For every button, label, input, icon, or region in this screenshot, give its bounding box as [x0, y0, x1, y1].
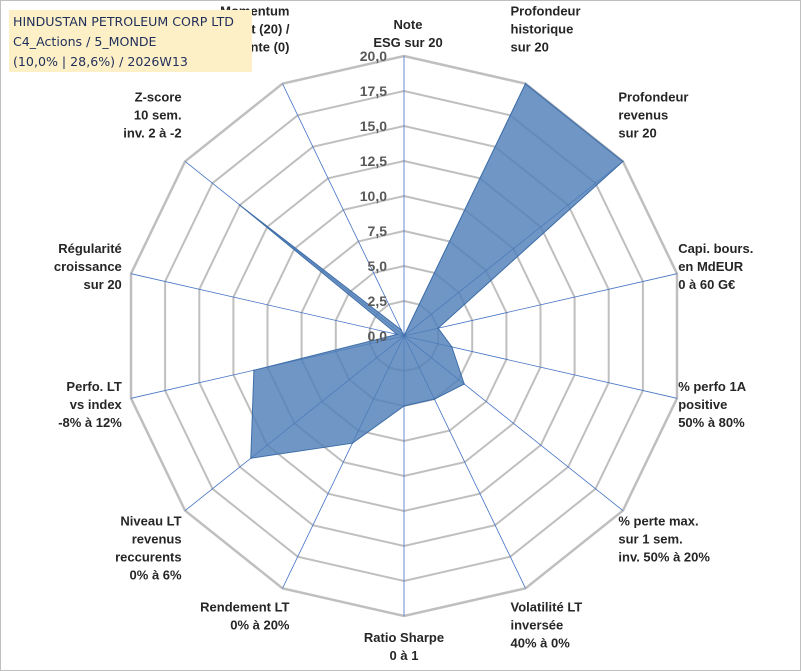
tick-label: 12,5	[360, 153, 387, 169]
axis-label-8: Rendement LT 0% à 20%	[200, 599, 290, 632]
data-point-1	[524, 82, 527, 85]
data-point-12	[239, 204, 241, 206]
data-point-6	[433, 398, 436, 400]
tick-label: 10,0	[360, 188, 387, 204]
data-point-2	[622, 160, 624, 163]
spoke-3	[403, 273, 678, 337]
data-point-4	[451, 346, 453, 348]
axis-label-12: Z-score 10 sem. inv. 2 à -2	[123, 90, 181, 141]
data-point-8	[351, 442, 354, 445]
data-point-0	[403, 335, 405, 337]
data-point-5	[463, 383, 466, 385]
radar-tick-labels: 0,0 2,5 5,0 7,5 10,0 12,5 15,0 17,5 20,0	[360, 48, 387, 344]
data-point-7	[403, 405, 405, 407]
axis-label-2: Profondeur revenus sur 20	[618, 90, 688, 141]
axis-label-7: Ratio Sharpe 0 à 1	[364, 630, 444, 663]
chart-title-box: HINDUSTAN PETROLEUM CORP LTD C4_Actions …	[9, 10, 252, 72]
tick-label: 5,0	[368, 258, 388, 274]
spoke-11	[130, 273, 405, 337]
axis-label-4: % perfo 1A positive 50% à 80%	[678, 379, 747, 430]
tick-label: 0,0	[368, 328, 388, 344]
radar-series	[239, 82, 624, 460]
data-point-11	[396, 333, 399, 336]
radar-axis-labels: Note ESG sur 20 Profondeur historique sur 20…	[54, 4, 753, 663]
data-point-3	[437, 327, 439, 330]
axis-label-1: Profondeur historique sur 20	[511, 4, 581, 55]
tick-label: 15,0	[360, 118, 387, 134]
axis-label-9: Niveau LT revenus reccurents 0% à 6%	[115, 513, 182, 582]
tick-label: 2,5	[368, 293, 388, 309]
tick-label: 20,0	[360, 48, 387, 64]
axis-label-5: % perte max. sur 1 sem. inv. 50% à 20%	[618, 513, 710, 564]
axis-label-6: Volatilité LT inversée 40% à 0%	[511, 599, 583, 650]
axis-label-0: Note ESG sur 20	[373, 17, 442, 50]
data-point-13	[400, 328, 402, 331]
spoke-13	[282, 83, 405, 337]
axis-label-3: Capi. bours. en MdEUR 0 à 60 G€	[678, 241, 753, 292]
chart-title-params: (10,0% | 28,6%) / 2026W13	[13, 54, 188, 69]
axis-label-11: Régularité croissance sur 20	[54, 241, 122, 292]
tick-label: 17,5	[360, 83, 387, 99]
data-point-9	[250, 457, 252, 460]
data-point-10	[253, 369, 255, 372]
tick-label: 7,5	[368, 223, 388, 239]
series-area-0	[239, 82, 624, 459]
chart-title-company: HINDUSTAN PETROLEUM CORP LTD	[13, 14, 234, 29]
axis-label-10: Perfo. LT vs index -8% à 12%	[58, 379, 122, 430]
chart-title-category: C4_Actions / 5_MONDE	[13, 34, 157, 49]
